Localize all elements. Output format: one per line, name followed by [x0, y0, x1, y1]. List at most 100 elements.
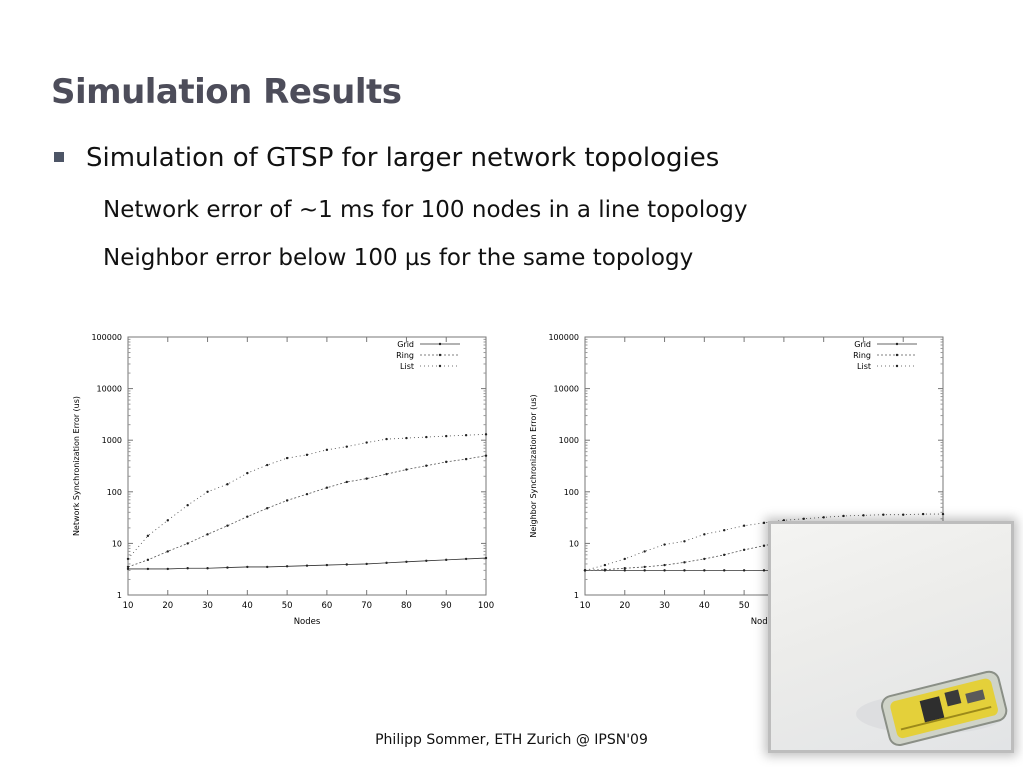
sub-item-neighbor-error: Neighbor error below 100 µs for the same…: [103, 245, 694, 271]
chart-0-x-tick-label: 60: [321, 601, 332, 611]
chart-1-series-grid-point: [623, 569, 626, 572]
chart-1-legend-marker: [895, 342, 899, 346]
chart-1-series-list-point: [583, 569, 587, 572]
chart-1-series-ring-point: [742, 548, 746, 552]
chart-1-series-list-point: [882, 513, 885, 516]
chart-1-series-ring-point: [663, 563, 666, 567]
chart-1-x-tick-label: 40: [699, 601, 710, 611]
chart-1-series-grid-point: [762, 569, 766, 572]
chart-0-series-list-point: [246, 471, 249, 475]
chart-1-series-list-point: [762, 521, 766, 525]
chart-0-series-grid-point: [305, 564, 309, 567]
chart-1-series-grid-point: [683, 569, 686, 572]
chart-1-series-grid-point: [663, 569, 666, 572]
chart-0-x-tick-label: 70: [361, 601, 372, 611]
chart-0-y-axis-label: Network Synchronization Error (us): [72, 396, 81, 536]
chart-0-legend-label: Grid: [397, 340, 414, 349]
chart-0-series-grid-point: [226, 566, 229, 569]
chart-1-series-list-point: [663, 543, 666, 546]
chart-1-series-ring-point: [603, 568, 607, 571]
chart-1-y-tick-label: 10000: [554, 385, 579, 394]
chart-0-x-tick-label: 50: [282, 601, 293, 611]
chart-0-x-tick-label: 90: [441, 601, 452, 611]
chart-0-series-grid-point: [464, 557, 468, 561]
chart-0-y-tick-label: 1: [117, 591, 122, 600]
chart-0-series-ring-point: [166, 550, 169, 553]
chart-1-series-list-point: [782, 519, 786, 522]
chart-1-y-tick-label: 1000: [559, 436, 579, 445]
chart-0-series-ring-point: [285, 499, 289, 502]
chart-1-series-list-point: [941, 512, 945, 516]
chart-0-legend-label: Ring: [396, 351, 414, 360]
chart-1-y-tick-label: 100000: [548, 333, 579, 342]
chart-1-legend-label: Ring: [853, 351, 871, 360]
chart-0-series-grid-point: [206, 567, 209, 570]
chart-0-series-grid-point: [345, 563, 348, 566]
chart-0-series-grid-point: [445, 558, 448, 562]
chart-0-series-grid-point: [246, 565, 249, 569]
slide-title: Simulation Results: [51, 72, 402, 112]
chart-0-x-tick-label: 40: [242, 601, 253, 611]
chart-1-series-list-point: [703, 533, 706, 536]
chart-0-x-tick-label: 80: [401, 601, 412, 611]
bullet-marker: [54, 152, 64, 162]
chart-0-series-list-point: [484, 433, 488, 436]
chart-1-series-list-point: [643, 550, 646, 553]
chart-1-series-grid-point: [723, 569, 726, 572]
chart-0-y-tick-label: 10000: [97, 385, 122, 394]
chart-0-series-list-point: [365, 441, 368, 444]
chart-1-series-list-point: [921, 512, 925, 516]
chart-0-series-grid-point: [126, 567, 130, 571]
chart-0-series-ring-point: [246, 515, 249, 518]
chart-0-series-ring-point: [266, 507, 269, 510]
chart-0-series-list-point: [385, 437, 388, 441]
chart-1-x-tick-label: 20: [619, 601, 630, 611]
chart-1-series-list-point: [603, 563, 607, 567]
chart-0-x-axis-label: Nodes: [294, 617, 321, 627]
chart-0-legend-label: List: [400, 362, 414, 371]
chart-0-series-ring-point: [305, 492, 309, 496]
chart-0-series-ring-point: [325, 486, 329, 489]
chart-0-series-ring-point: [186, 542, 189, 545]
chart-0-series-grid-point: [285, 565, 289, 568]
chart-0-series-list-line: [127, 433, 487, 560]
chart-0-series-grid-line: [128, 557, 487, 570]
chart-1-series-ring-point: [762, 544, 766, 547]
chart-1-legend-marker: [895, 353, 899, 357]
chart-0-series-ring-point: [365, 477, 368, 480]
chart-1-plot-frame: [584, 336, 944, 596]
chart-0-series-list-point: [126, 557, 130, 561]
chart-1-series-list-point: [623, 557, 626, 561]
chart-1-series-grid-point: [742, 569, 746, 572]
chart-0-y-tick-label: 1000: [102, 436, 122, 445]
chart-0-x-tick-label: 20: [162, 601, 173, 611]
chart-1-series-list-point: [862, 514, 865, 517]
chart-0-y-tick-label: 10: [112, 539, 122, 548]
chart-1-legend-label: List: [857, 362, 871, 371]
chart-1-series-ring-point: [723, 553, 726, 557]
chart-0-x-tick-label: 10: [123, 601, 134, 611]
chart-0-series-grid-point: [405, 560, 408, 563]
chart-0-series-ring-point: [345, 480, 348, 484]
chart-1-y-tick-label: 10: [569, 539, 579, 548]
chart-1-series-list-point: [822, 516, 825, 519]
chart-0-series-ring-line: [127, 455, 487, 568]
chart-0-y-tick-label: 100: [107, 488, 122, 497]
chart-0-series-ring-point: [385, 472, 388, 476]
chart-0-series-grid-point: [325, 563, 329, 567]
chart-0-series-list-point: [146, 534, 150, 538]
chart-1-x-tick-label: 30: [659, 601, 670, 611]
chart-1-series-grid-point: [643, 569, 646, 572]
sub-item-network-error: Network error of ~1 ms for 100 nodes in …: [103, 197, 748, 223]
chart-1-x-axis-label: Nodes: [751, 617, 778, 627]
chart-0-series-grid-point: [385, 561, 388, 565]
chart-0-series-list-point: [226, 483, 229, 486]
chart-0-series-ring-point: [464, 457, 468, 461]
chart-1-series-list-point: [742, 524, 746, 527]
chart-0-series-list-point: [285, 456, 289, 460]
chart-0-series-ring-point: [425, 464, 428, 467]
chart-1-x-tick-label: 10: [580, 601, 591, 611]
chart-0-series-list-point: [206, 490, 209, 493]
chart-0-series-ring-point: [484, 454, 488, 457]
chart-1-series-ring-point: [683, 561, 686, 564]
